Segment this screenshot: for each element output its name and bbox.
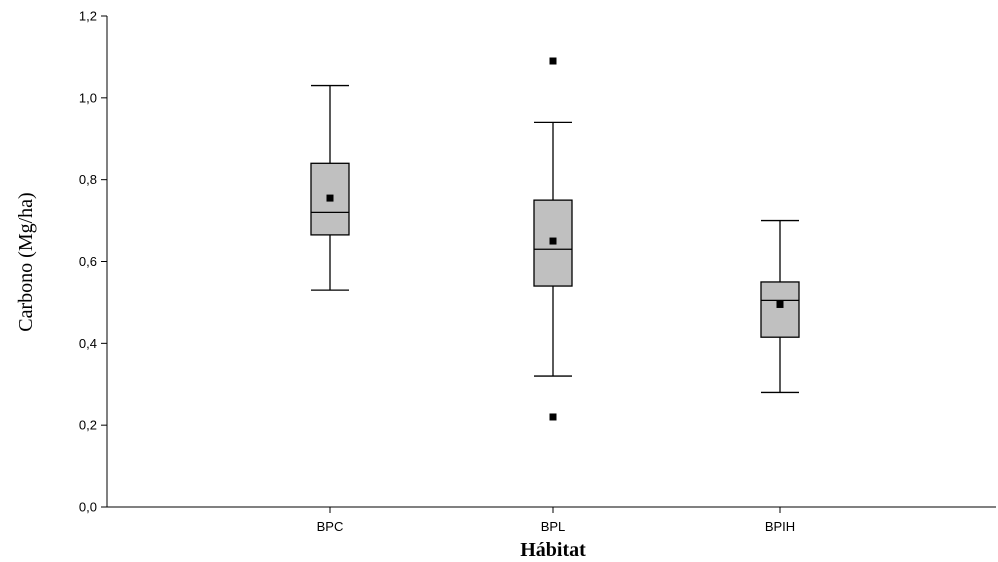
box-bpc <box>310 84 350 291</box>
outlier-point <box>549 57 557 65</box>
y-ticks: 0,0 0,2 0,4 0,6 0,8 1,0 1,2 <box>79 9 107 515</box>
y-tick-label: 0,6 <box>79 254 97 269</box>
box-bpih <box>760 219 800 394</box>
y-tick-label: 1,0 <box>79 90 97 105</box>
x-tick-label: BPL <box>541 519 566 534</box>
mean-marker <box>776 300 784 308</box>
mean-marker <box>326 194 334 202</box>
boxes <box>310 57 800 421</box>
mean-marker <box>549 237 557 245</box>
y-tick-label: 0,8 <box>79 172 97 187</box>
outlier-point <box>549 413 557 421</box>
y-tick-label: 0,0 <box>79 500 97 515</box>
x-tick-label: BPC <box>317 519 344 534</box>
iqr-box <box>760 281 800 338</box>
box-bpl <box>533 57 573 421</box>
x-tick-label: BPIH <box>765 519 795 534</box>
y-tick-label: 0,2 <box>79 418 97 433</box>
y-tick-label: 0,4 <box>79 336 97 351</box>
y-axis-title: Carbono (Mg/ha) <box>15 192 37 331</box>
x-axis-title: Hábitat <box>520 539 586 561</box>
y-tick-label: 1,2 <box>79 9 97 24</box>
x-ticks: BPC BPL BPIH <box>317 507 795 534</box>
